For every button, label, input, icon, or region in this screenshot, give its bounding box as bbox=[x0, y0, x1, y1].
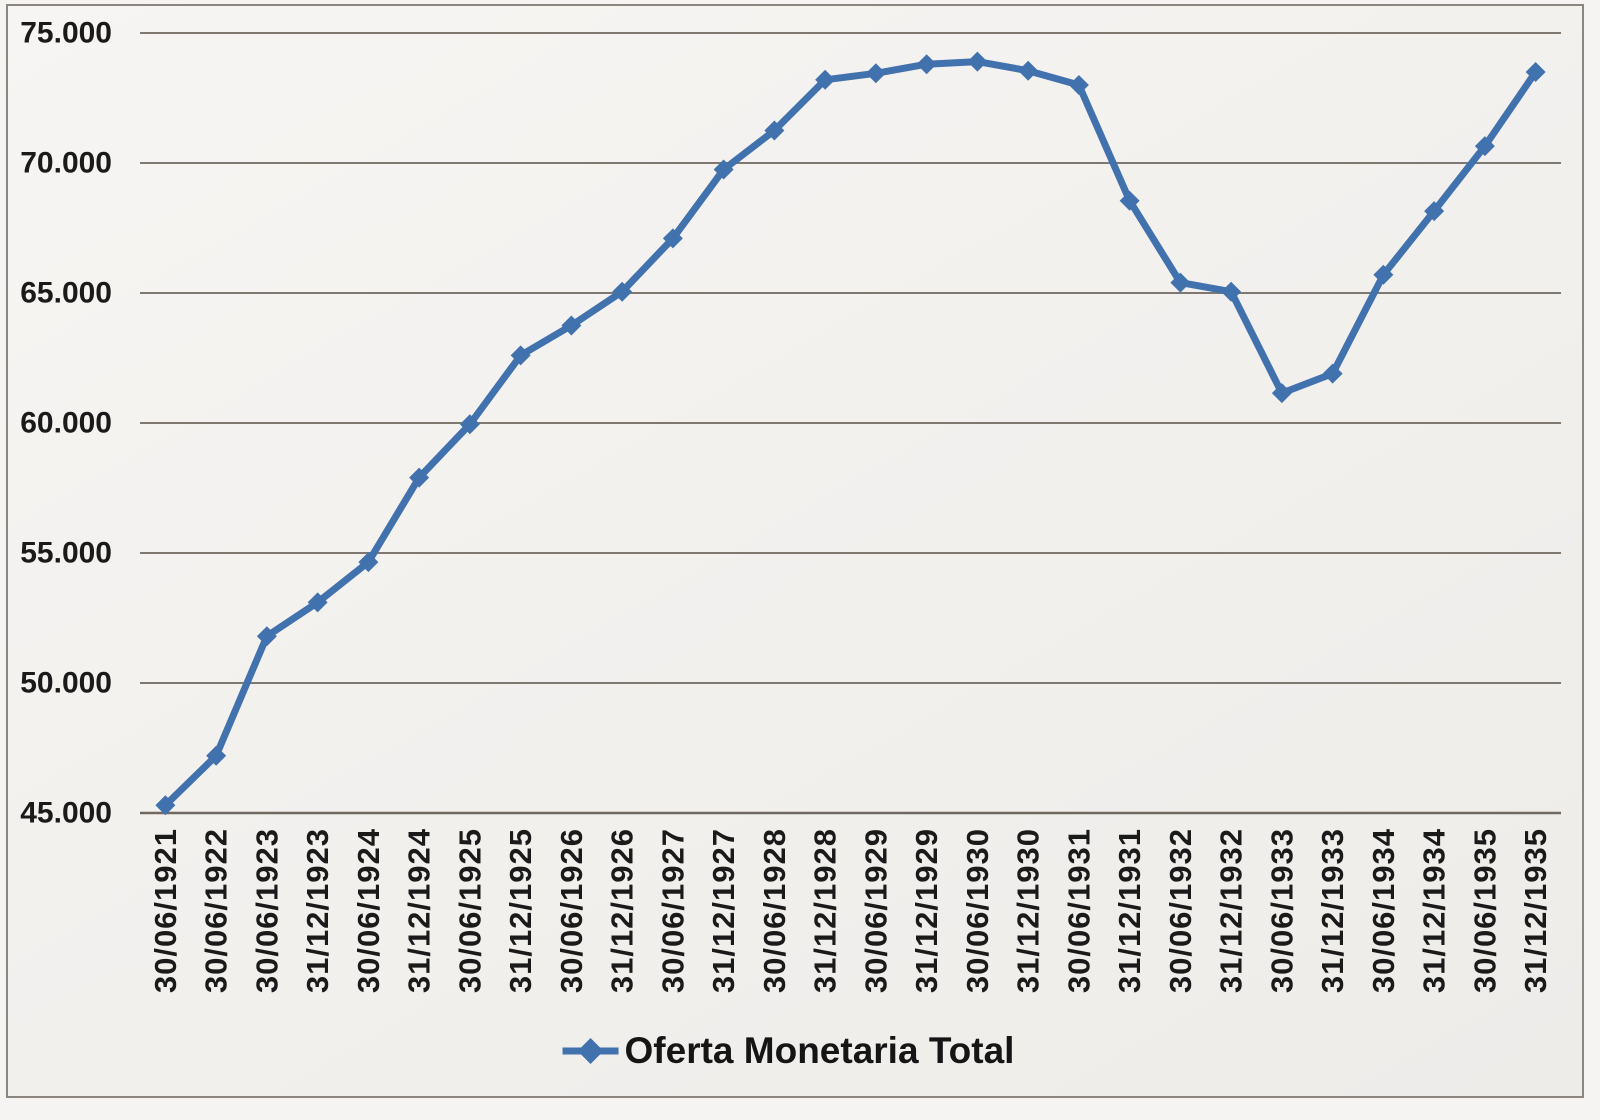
x-axis-tick-label: 30/06/1926 bbox=[554, 828, 589, 993]
legend: Oferta Monetaria Total bbox=[562, 1028, 1015, 1074]
legend-label: Oferta Monetaria Total bbox=[624, 1030, 1015, 1071]
data-point-marker bbox=[1271, 383, 1292, 404]
x-axis-tick-label: 31/12/1923 bbox=[300, 828, 335, 993]
data-point-marker bbox=[206, 745, 227, 766]
x-axis-tick-label: 30/06/1931 bbox=[1061, 828, 1096, 993]
chart-frame bbox=[6, 4, 1584, 1098]
data-point-marker bbox=[358, 552, 379, 573]
data-point-marker bbox=[510, 345, 531, 366]
x-axis-tick-label: 30/06/1925 bbox=[452, 828, 487, 993]
x-axis-tick-label: 31/12/1925 bbox=[503, 828, 538, 993]
y-axis-tick-label: 75.000 bbox=[20, 17, 112, 50]
data-point-marker bbox=[1221, 281, 1242, 302]
data-point-marker bbox=[865, 63, 886, 84]
data-point-marker bbox=[1373, 264, 1394, 285]
x-axis-tick-label: 31/12/1927 bbox=[706, 828, 741, 993]
x-axis-tick-label: 30/06/1927 bbox=[655, 828, 690, 993]
y-axis-tick-label: 70.000 bbox=[20, 147, 112, 180]
data-point-marker bbox=[967, 51, 988, 72]
y-axis-tick-label: 55.000 bbox=[20, 537, 112, 570]
x-axis-tick-label: 30/06/1930 bbox=[960, 828, 995, 993]
x-axis-tick-label: 31/12/1929 bbox=[909, 828, 944, 993]
y-axis-tick-label: 50.000 bbox=[20, 667, 112, 700]
data-point-marker bbox=[256, 626, 277, 647]
data-point-marker bbox=[916, 54, 937, 75]
x-axis-tick-label: 30/06/1932 bbox=[1163, 828, 1198, 993]
x-axis-tick-label: 31/12/1934 bbox=[1417, 828, 1452, 993]
data-point-marker bbox=[713, 159, 734, 180]
data-point-marker bbox=[155, 795, 176, 816]
data-point-marker bbox=[1018, 60, 1039, 81]
legend-series-marker-icon bbox=[562, 1038, 619, 1064]
x-axis-tick-label: 30/06/1928 bbox=[757, 828, 792, 993]
data-point-marker bbox=[1119, 190, 1140, 211]
data-point-marker bbox=[459, 414, 480, 435]
data-point-marker bbox=[1322, 363, 1343, 384]
x-axis-tick-label: 30/06/1921 bbox=[148, 828, 183, 993]
data-point-marker bbox=[307, 592, 328, 613]
series-line bbox=[161, 58, 1540, 809]
data-point-marker bbox=[1474, 136, 1495, 157]
x-axis-tick-label: 30/06/1929 bbox=[858, 828, 893, 993]
data-point-marker bbox=[409, 467, 430, 488]
x-axis-tick-label: 31/12/1928 bbox=[808, 828, 843, 993]
x-axis-tick-label: 30/06/1924 bbox=[351, 828, 386, 993]
data-point-marker bbox=[1170, 272, 1191, 293]
x-axis-tick-label: 31/12/1930 bbox=[1011, 828, 1046, 993]
data-point-marker bbox=[662, 228, 683, 249]
data-point-marker bbox=[1424, 201, 1445, 222]
data-point-marker bbox=[815, 69, 836, 90]
x-axis-tick-label: 31/12/1933 bbox=[1315, 828, 1350, 993]
data-point-marker bbox=[561, 315, 582, 336]
data-point-marker bbox=[612, 281, 633, 302]
y-axis-tick-label: 45.000 bbox=[20, 797, 112, 830]
x-axis-tick-label: 31/12/1931 bbox=[1112, 828, 1147, 993]
x-axis-tick-label: 30/06/1923 bbox=[249, 828, 284, 993]
x-axis-tick-label: 31/12/1935 bbox=[1518, 828, 1553, 993]
x-axis-tick-label: 30/06/1935 bbox=[1467, 828, 1502, 993]
data-point-marker bbox=[1068, 75, 1089, 95]
y-axis-tick-label: 60.000 bbox=[20, 407, 112, 440]
x-axis-tick-label: 31/12/1926 bbox=[605, 828, 640, 993]
x-axis-tick-label: 30/06/1922 bbox=[199, 828, 234, 993]
x-axis-tick-label: 31/12/1924 bbox=[402, 828, 437, 993]
x-axis-tick-label: 30/06/1934 bbox=[1366, 828, 1401, 993]
data-point-marker bbox=[1525, 62, 1546, 82]
y-axis-tick-label: 65.000 bbox=[20, 277, 112, 310]
x-axis-tick-label: 31/12/1932 bbox=[1214, 828, 1249, 993]
x-axis-tick-label: 30/06/1933 bbox=[1264, 828, 1299, 993]
data-point-marker bbox=[764, 120, 785, 141]
